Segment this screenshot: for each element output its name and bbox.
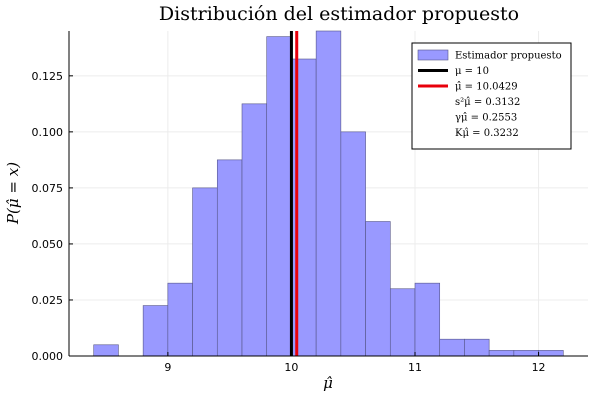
x-tick-label: 11 [408,361,422,374]
x-tick-label: 10 [284,361,298,374]
x-tick-label: 12 [532,361,546,374]
histogram-bar [216,159,243,357]
legend: Estimador propuesto μ = 10 μ̂ = 10.0429 s²μ… [411,42,572,150]
axes [68,31,588,357]
y-axis-label: P(μ̂ = x) [4,162,22,225]
y-tick-label: 0.000 [32,350,64,363]
legend-entry-label: Estimador propuesto [455,51,562,62]
legend-entry-label: γμ̂ = 0.2553 [455,113,517,124]
x-tick-label: 9 [164,361,171,374]
legend-entry-label: Kμ̂ = 0.3232 [455,128,519,139]
histogram-bar [315,30,342,357]
legend-entry-label: μ̂ = 10.0429 [455,82,518,93]
chart-title: Distribución del estimador propuesto [159,3,519,25]
histogram-bar [266,36,292,357]
histogram-bar [167,282,193,357]
y-tick-label: 0.100 [32,126,64,139]
y-tick-label: 0.075 [32,182,64,195]
histogram-bar [291,58,317,357]
histogram-bar [365,221,391,357]
histogram-bar [93,344,119,357]
reference-lines [289,31,299,356]
legend-entry-label: s²μ̂ = 0.3132 [455,97,520,108]
histogram-bar [241,103,268,357]
y-tick-label: 0.125 [32,70,64,83]
histogram-bar [488,350,515,357]
histogram-bar [439,338,465,357]
y-tick-label: 0.025 [32,294,64,307]
histogram-bar [513,350,539,357]
histogram-bar [389,288,416,357]
histogram-bar [414,282,441,357]
histogram-bar [192,187,218,357]
histogram-bar [142,305,169,357]
histogram-bar [340,131,366,357]
legend-patch [417,49,449,61]
x-tick-labels: 9 10 11 12 [164,361,545,374]
legend-box [411,42,572,150]
histogram-bar [464,338,490,357]
y-tick-labels: 0.000 0.025 0.050 0.075 0.100 0.125 [32,70,64,363]
y-tick-label: 0.050 [32,238,64,251]
x-axis-label: μ̂ [323,374,333,392]
histogram-bar [538,350,564,357]
legend-entry-label: μ = 10 [455,66,489,77]
